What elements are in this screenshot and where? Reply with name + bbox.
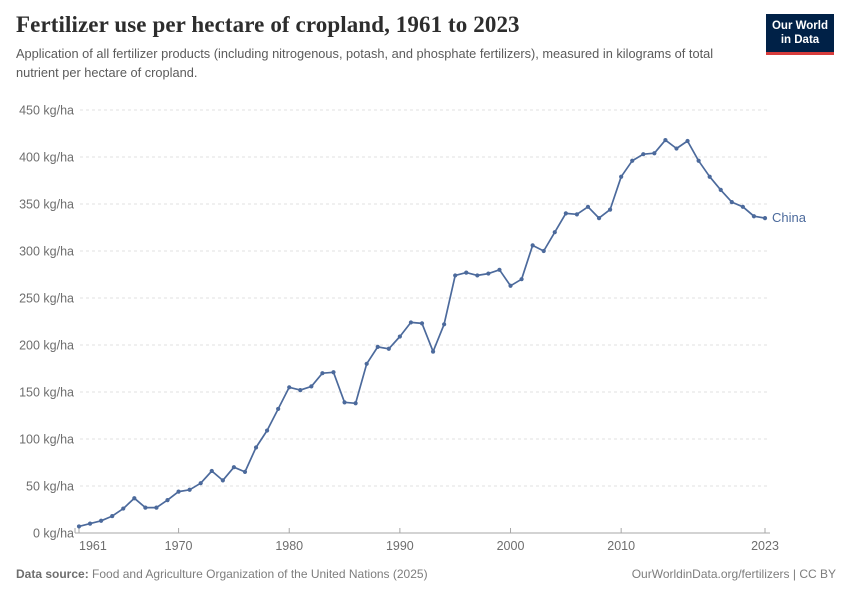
data-point[interactable]: [685, 138, 690, 144]
line-series-china[interactable]: [78, 139, 766, 528]
data-point[interactable]: [530, 243, 535, 248]
data-point[interactable]: [220, 478, 225, 483]
owid-logo-line1: Our World: [771, 20, 828, 32]
data-point[interactable]: [541, 248, 546, 254]
data-point[interactable]: [430, 349, 436, 354]
data-point[interactable]: [475, 273, 480, 278]
data-point[interactable]: [331, 370, 336, 375]
data-point[interactable]: [630, 158, 635, 163]
data-point[interactable]: [121, 506, 126, 511]
owid-logo[interactable]: Our World in Data: [766, 14, 834, 55]
data-source-label: Data source:: [16, 567, 89, 581]
x-tick-label: 2000: [497, 539, 525, 553]
data-point[interactable]: [165, 498, 170, 503]
data-point[interactable]: [99, 518, 104, 523]
data-point[interactable]: [453, 273, 458, 278]
data-point[interactable]: [718, 187, 723, 192]
data-source-text: Food and Agriculture Organization of the…: [88, 567, 428, 581]
data-point[interactable]: [762, 216, 768, 221]
data-point[interactable]: [464, 270, 469, 275]
data-point[interactable]: [154, 505, 159, 510]
data-point[interactable]: [574, 212, 580, 217]
x-tick-label: 1990: [386, 539, 414, 553]
data-point[interactable]: [176, 489, 181, 494]
y-tick-label: 250 kg/ha: [19, 292, 74, 306]
y-tick-label: 0 kg/ha: [33, 527, 74, 541]
data-point[interactable]: [674, 146, 679, 151]
data-point[interactable]: [375, 344, 380, 349]
page-title: Fertilizer use per hectare of cropland, …: [16, 12, 520, 37]
x-tick-label: 1970: [165, 539, 193, 553]
data-point[interactable]: [751, 214, 757, 219]
data-point[interactable]: [253, 445, 259, 450]
x-tick-label: 1961: [79, 539, 107, 553]
data-point[interactable]: [519, 277, 524, 282]
data-source-note: Data source: Food and Agriculture Organi…: [16, 567, 428, 581]
y-tick-label: 400 kg/ha: [19, 151, 74, 165]
y-tick-label: 50 kg/ha: [26, 480, 74, 494]
y-tick-label: 450 kg/ha: [19, 104, 74, 118]
data-point[interactable]: [563, 211, 568, 216]
data-point[interactable]: [264, 428, 270, 433]
data-point[interactable]: [585, 204, 591, 209]
data-point[interactable]: [309, 384, 314, 389]
data-point[interactable]: [397, 334, 402, 339]
y-tick-label: 200 kg/ha: [19, 339, 74, 353]
x-tick-label: 2010: [607, 539, 635, 553]
data-point[interactable]: [508, 283, 513, 288]
data-point[interactable]: [696, 158, 701, 163]
x-tick-label: 2023: [751, 539, 779, 553]
owid-link[interactable]: OurWorldinData.org/fertilizers | CC BY: [631, 567, 836, 581]
data-point[interactable]: [552, 230, 557, 235]
data-point[interactable]: [652, 151, 657, 156]
data-point[interactable]: [132, 496, 137, 501]
data-point[interactable]: [320, 371, 325, 376]
data-point[interactable]: [386, 346, 391, 351]
data-point[interactable]: [231, 465, 237, 470]
data-point[interactable]: [486, 271, 491, 276]
data-point[interactable]: [76, 524, 82, 529]
chart-header: Fertilizer use per hectare of cropland, …: [16, 12, 834, 82]
data-point[interactable]: [276, 406, 281, 412]
y-tick-label: 300 kg/ha: [19, 245, 74, 259]
data-point[interactable]: [187, 487, 192, 492]
data-point[interactable]: [287, 385, 292, 390]
data-point[interactable]: [442, 322, 447, 327]
data-point[interactable]: [353, 401, 358, 406]
data-point[interactable]: [419, 321, 425, 326]
data-point[interactable]: [209, 468, 214, 474]
data-point[interactable]: [596, 216, 602, 221]
chart-subtitle: Application of all fertilizer products (…: [16, 46, 714, 80]
data-point[interactable]: [198, 481, 203, 486]
y-tick-label: 100 kg/ha: [19, 433, 74, 447]
x-tick-label: 1980: [275, 539, 303, 553]
data-point[interactable]: [342, 400, 347, 405]
data-point[interactable]: [364, 361, 369, 366]
data-point[interactable]: [298, 388, 303, 393]
chart-footer: Data source: Food and Agriculture Organi…: [16, 567, 836, 581]
data-point[interactable]: [110, 513, 115, 519]
data-point[interactable]: [143, 505, 148, 510]
data-point[interactable]: [497, 267, 502, 272]
owid-logo-line2: in Data: [780, 34, 820, 47]
data-point[interactable]: [242, 469, 248, 474]
data-point[interactable]: [740, 204, 745, 209]
data-point[interactable]: [87, 521, 93, 526]
data-point[interactable]: [663, 137, 668, 143]
data-point[interactable]: [408, 320, 414, 325]
series-label-china[interactable]: China: [772, 210, 806, 226]
data-point[interactable]: [619, 174, 624, 179]
data-point[interactable]: [641, 152, 646, 157]
data-point[interactable]: [707, 174, 712, 179]
y-tick-label: 150 kg/ha: [19, 386, 74, 400]
data-point[interactable]: [607, 207, 613, 212]
y-tick-label: 350 kg/ha: [19, 198, 74, 212]
data-point[interactable]: [729, 200, 734, 205]
